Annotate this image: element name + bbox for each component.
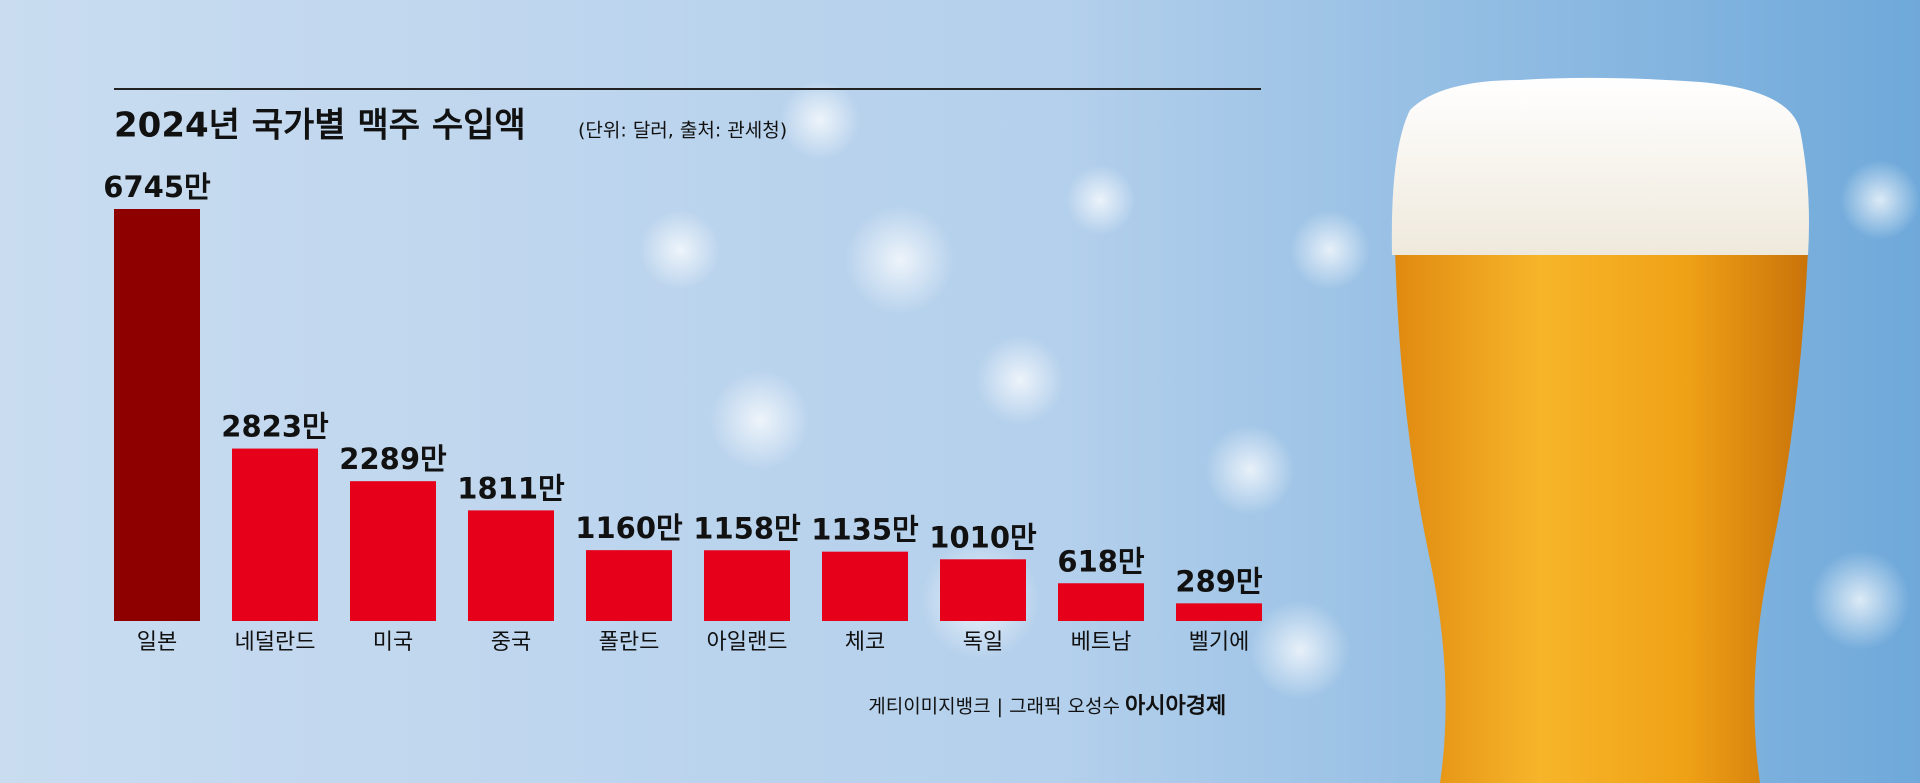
x-tick-label: 폴란드	[599, 630, 660, 655]
bar	[1176, 603, 1262, 621]
bar	[586, 550, 672, 621]
bar	[1058, 583, 1144, 621]
value-label: 1158만	[693, 511, 801, 545]
x-tick-label: 체코	[845, 630, 885, 655]
brand: 아시아경제	[1125, 694, 1226, 719]
value-label: 2823만	[221, 410, 329, 444]
x-tick-label: 중국	[491, 630, 531, 655]
bar	[704, 550, 790, 621]
bar	[350, 481, 436, 621]
bar	[468, 510, 554, 621]
bar	[114, 209, 200, 621]
bar	[940, 559, 1026, 621]
credit: 게티이미지뱅크 | 그래픽 오성수	[868, 696, 1120, 718]
value-label: 1811만	[457, 471, 565, 505]
x-tick-label: 아일랜드	[707, 630, 788, 655]
bar	[822, 551, 908, 621]
value-label: 6745만	[103, 170, 211, 204]
value-label: 618만	[1057, 544, 1145, 578]
value-label: 2289만	[339, 442, 447, 476]
x-tick-label: 베트남	[1071, 630, 1132, 655]
value-label: 289만	[1175, 564, 1263, 598]
value-label: 1010만	[929, 520, 1037, 554]
beer-glass	[1391, 77, 1809, 783]
chart-subtitle: (단위: 달러, 출처: 관세청)	[578, 120, 787, 142]
x-tick-label: 미국	[373, 630, 413, 655]
x-tick-label: 일본	[137, 630, 177, 655]
chart-title: 2024년 국가별 맥주 수입액	[114, 106, 526, 146]
value-label: 1135만	[811, 513, 919, 547]
bar	[232, 448, 318, 621]
x-tick-label: 벨기에	[1189, 630, 1250, 655]
x-tick-label: 네덜란드	[235, 630, 316, 655]
value-label: 1160만	[575, 511, 683, 545]
x-tick-label: 독일	[963, 630, 1003, 655]
bokeh	[640, 80, 1920, 700]
